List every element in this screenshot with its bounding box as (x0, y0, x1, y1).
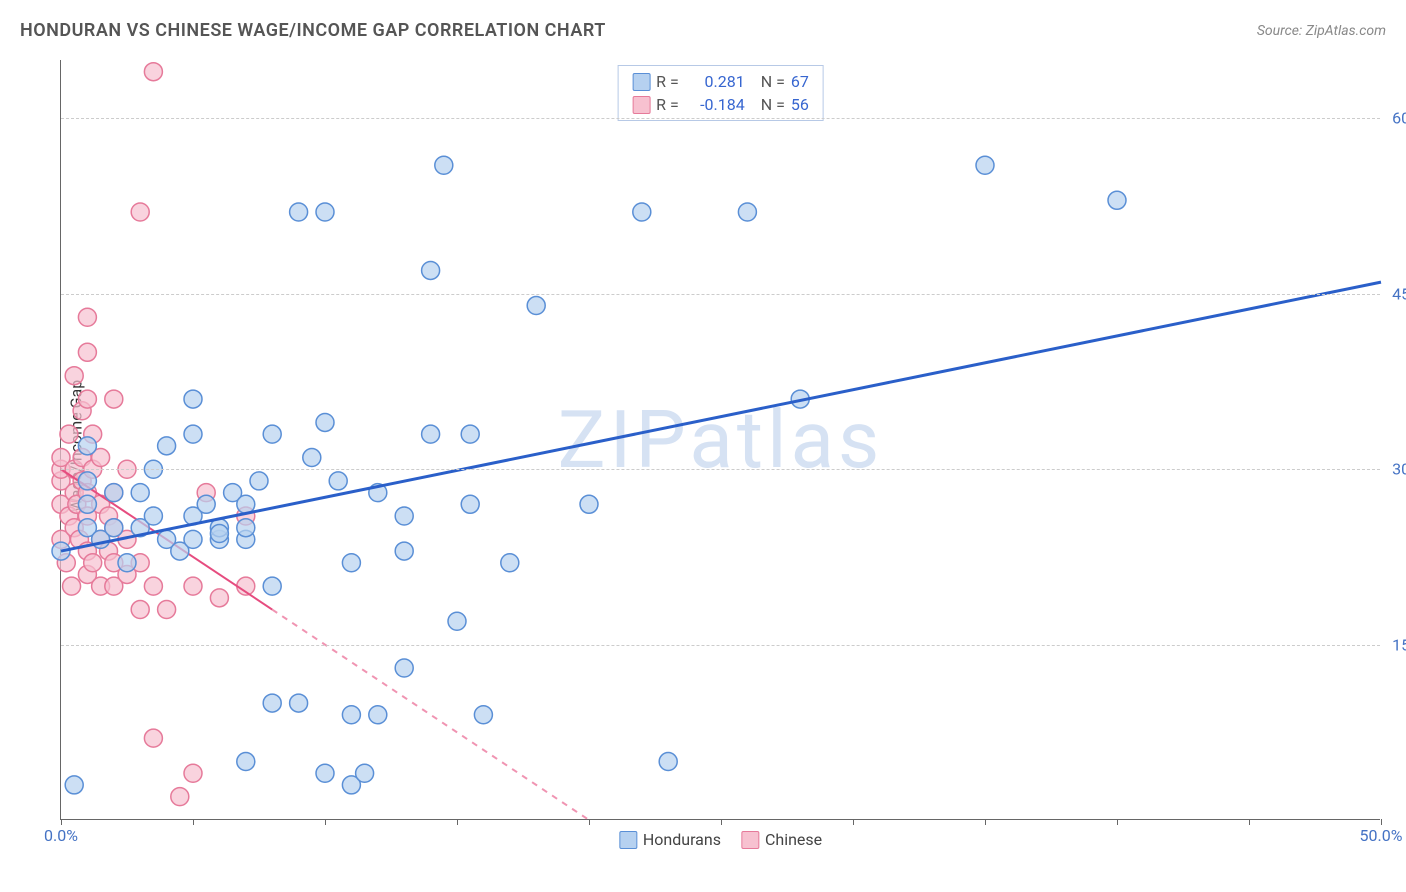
x-tick (1249, 819, 1250, 825)
legend-swatch (632, 96, 650, 114)
legend-series-item: Hondurans (619, 830, 721, 849)
gridline-h (61, 294, 1380, 295)
legend-swatch (619, 831, 637, 849)
legend-n-value: 56 (791, 95, 809, 114)
legend-correlation: R = 0.281 N = 67 R = -0.184 N = 56 (617, 65, 824, 121)
legend-series-label: Hondurans (643, 830, 721, 849)
plot-area: ZIPatlas R =0.281N =67R =-0.184N =56 Hon… (60, 60, 1380, 820)
y-tick-label: 30.0% (1392, 460, 1406, 479)
gridline-h (61, 469, 1380, 470)
legend-r-label: R = (656, 95, 679, 114)
legend-r-value: 0.281 (685, 72, 745, 91)
x-tick (985, 819, 986, 825)
x-tick-label: 50.0% (1360, 826, 1403, 845)
x-tick (457, 819, 458, 825)
plot-svg (61, 60, 1380, 819)
gridline-h (61, 118, 1380, 119)
x-tick (589, 819, 590, 825)
legend-series: Hondurans Chinese (619, 830, 822, 849)
y-tick-label: 60.0% (1392, 109, 1406, 128)
legend-n-label: N = (761, 72, 785, 91)
x-tick (61, 819, 62, 825)
x-tick (853, 819, 854, 825)
legend-correlation-row: R = 0.281 N = 67 (632, 70, 809, 93)
x-tick (193, 819, 194, 825)
legend-swatch (632, 73, 650, 91)
legend-swatch (741, 831, 759, 849)
legend-series-label: Chinese (765, 830, 822, 849)
x-tick-label: 0.0% (44, 826, 78, 845)
x-tick (721, 819, 722, 825)
legend-n-label: N = (761, 95, 785, 114)
legend-n-value: 67 (791, 72, 809, 91)
legend-r-label: R = (656, 72, 679, 91)
gridline-h (61, 645, 1380, 646)
legend-correlation-row: R = -0.184 N = 56 (632, 93, 809, 116)
x-tick (1117, 819, 1118, 825)
x-tick (325, 819, 326, 825)
legend-r-value: -0.184 (685, 95, 745, 114)
y-tick-label: 15.0% (1392, 635, 1406, 654)
x-tick (1381, 819, 1382, 825)
title-bar: HONDURAN VS CHINESE WAGE/INCOME GAP CORR… (20, 20, 1386, 41)
legend-series-item: Chinese (741, 830, 822, 849)
chart-title: HONDURAN VS CHINESE WAGE/INCOME GAP CORR… (20, 20, 606, 41)
y-tick-label: 45.0% (1392, 284, 1406, 303)
source-label: Source: ZipAtlas.com (1257, 23, 1386, 39)
